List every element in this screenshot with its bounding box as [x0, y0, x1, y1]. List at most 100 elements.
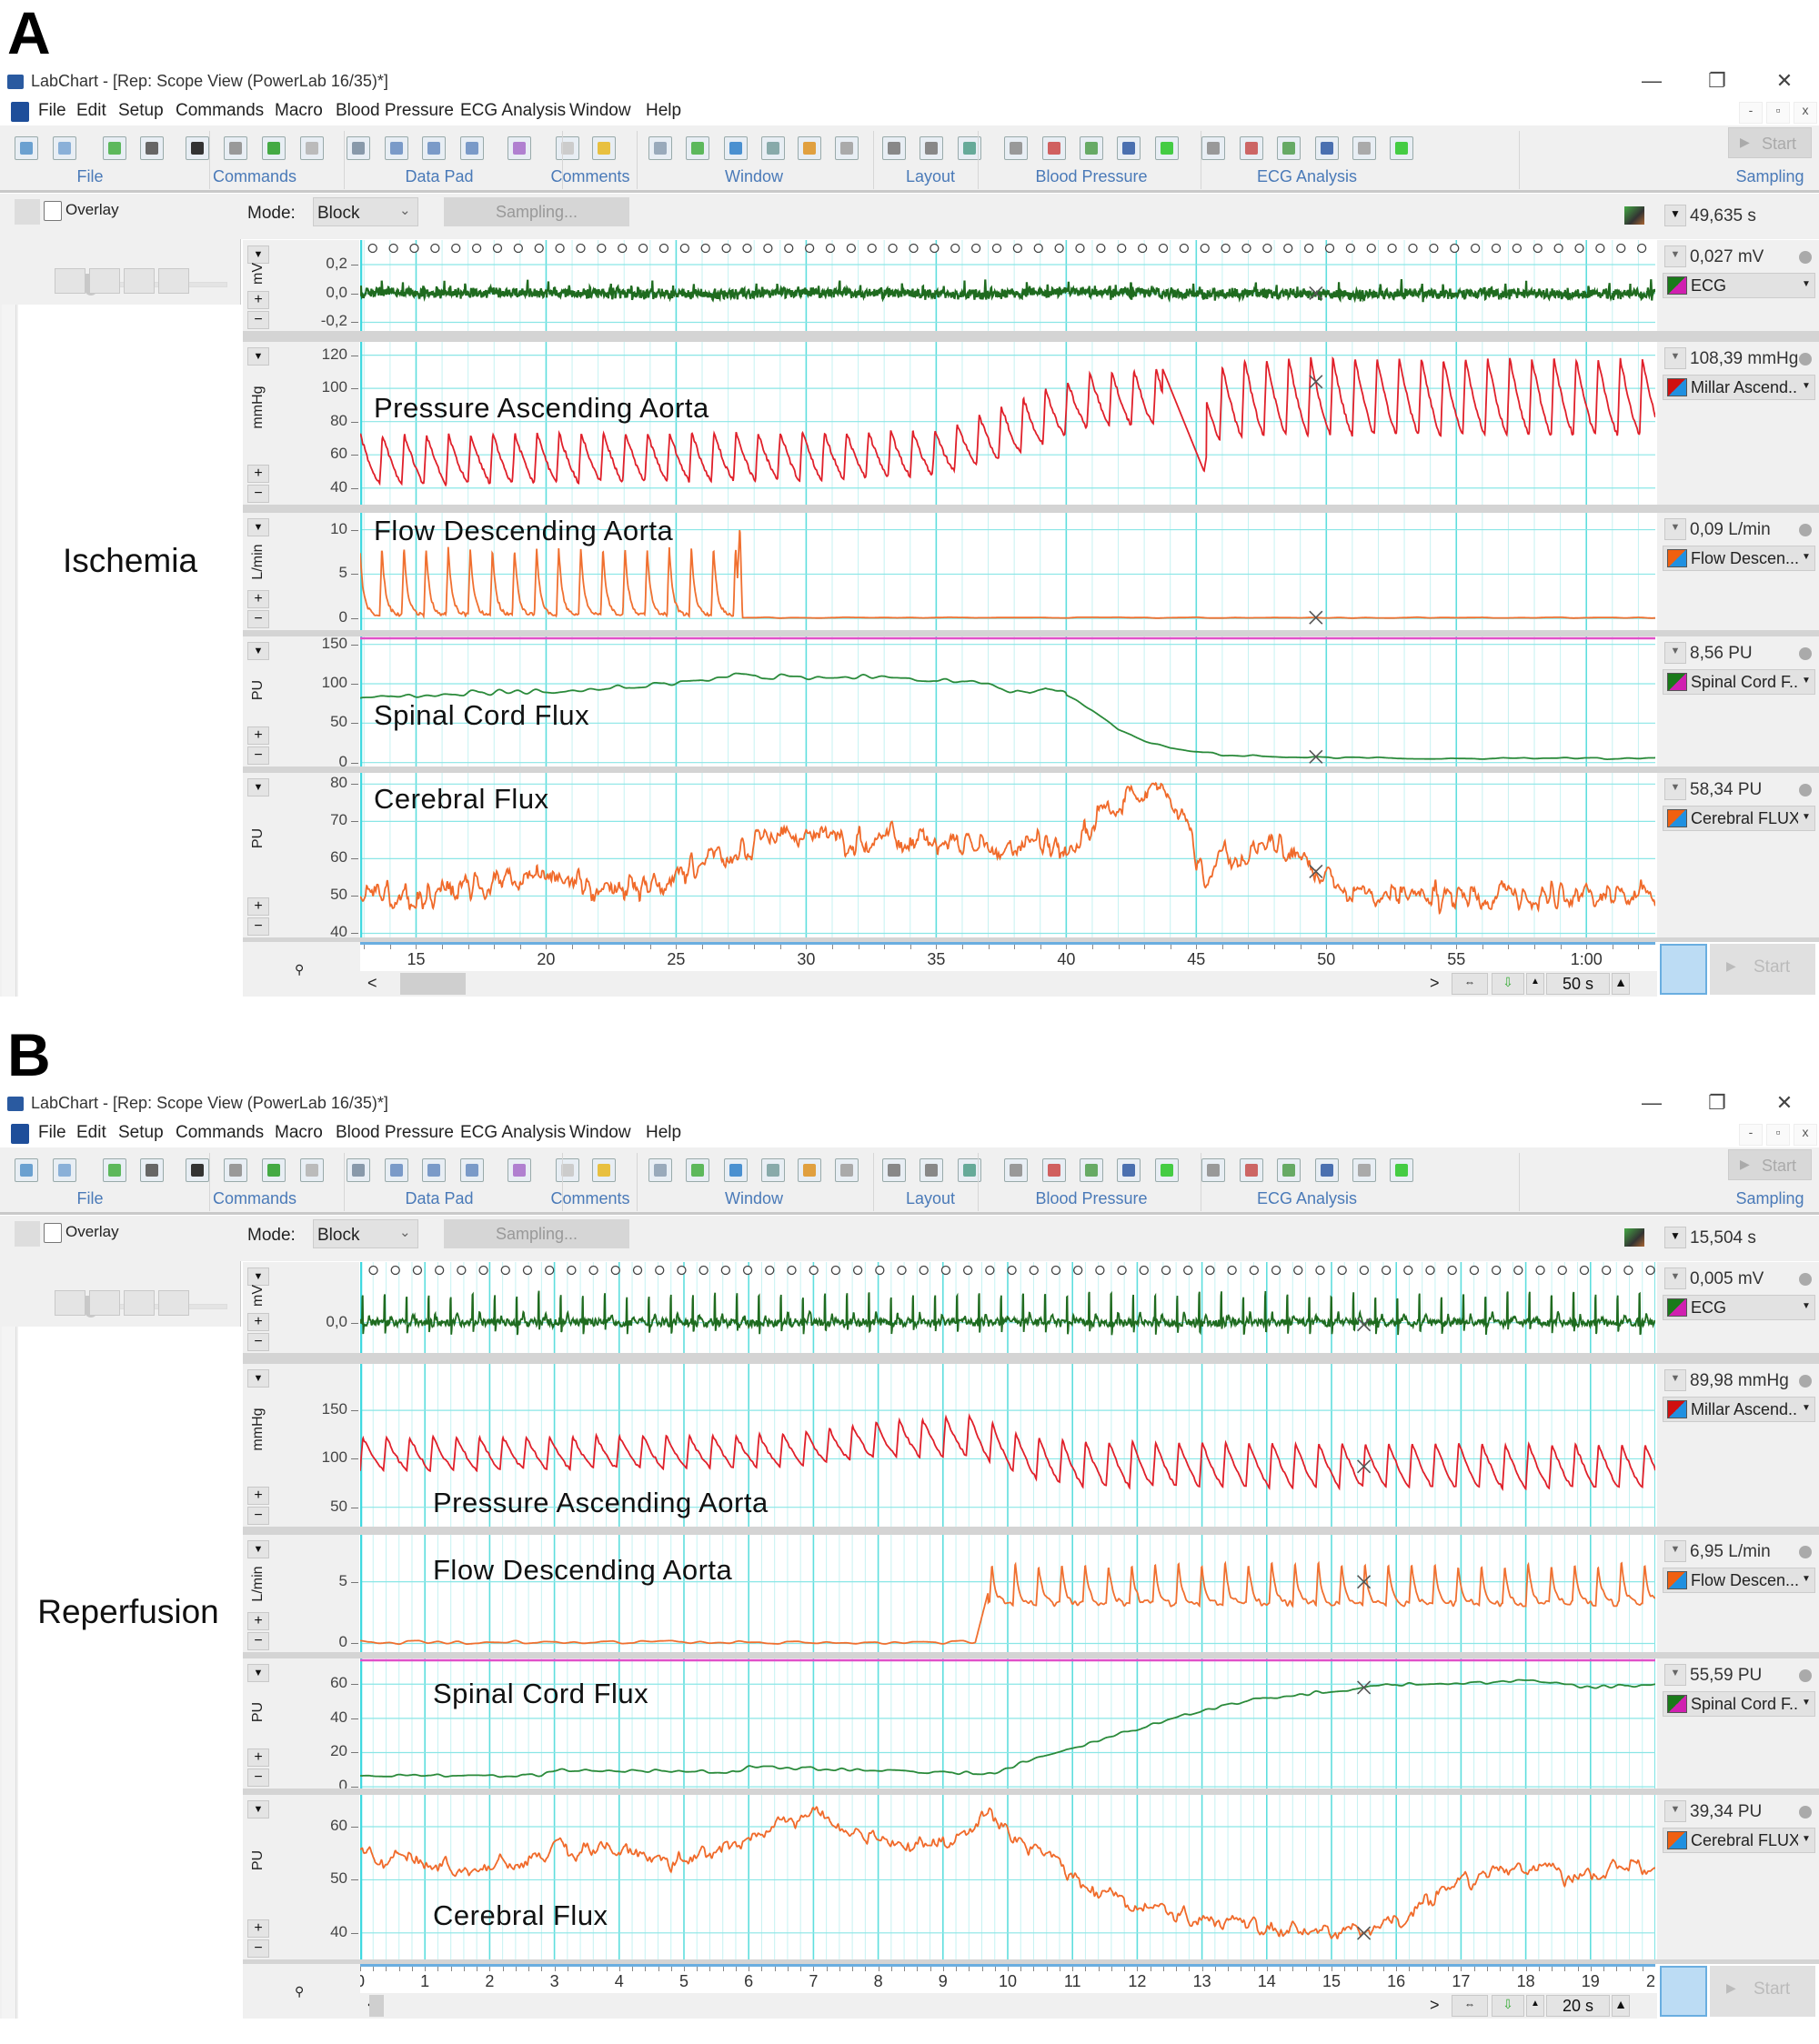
scale-plus-button[interactable]: + [247, 1919, 269, 1938]
toolbar-icon-17[interactable] [686, 1158, 709, 1182]
channel-menu-button[interactable]: ▼ [247, 1800, 269, 1819]
value-readout-menu-button[interactable]: ▼ [1664, 245, 1686, 267]
channel-divider[interactable] [243, 1788, 1819, 1795]
toolbar-icon-30[interactable] [1201, 136, 1225, 160]
toolbar-icon-24[interactable] [958, 1158, 981, 1182]
menu-macro[interactable]: Macro [275, 1123, 323, 1142]
toolbar-icon-34[interactable] [1352, 136, 1376, 160]
scale-minus-button[interactable]: − [247, 746, 269, 765]
scroll-right-button[interactable]: > [1430, 974, 1440, 992]
plot-cerebral-flux[interactable] [360, 773, 1655, 937]
menu-help[interactable]: Help [646, 1123, 682, 1142]
toolbar-icon-15[interactable] [592, 136, 616, 160]
toolbar-icon-22[interactable] [882, 1158, 906, 1182]
start-sampling-button[interactable]: ▶ Start [1728, 127, 1812, 158]
plot-cerebral-flux[interactable] [360, 1795, 1655, 1959]
toolbar-icon-15[interactable] [592, 1158, 616, 1182]
menu-ecg-analysis[interactable]: ECG Analysis [460, 101, 567, 120]
start-button[interactable]: ▶ Start [1710, 944, 1815, 995]
toolbar-icon-4[interactable] [140, 136, 164, 160]
scope-mode-button[interactable] [1660, 1966, 1707, 2017]
menu-blood-pressure[interactable]: Blood Pressure [336, 1123, 454, 1142]
sampling-button[interactable]: Sampling... [444, 197, 629, 226]
toolbar-icon-33[interactable] [1315, 136, 1339, 160]
waveform-icon[interactable] [55, 1290, 85, 1316]
plot-ecg[interactable] [360, 240, 1655, 331]
toolbar-icon-27[interactable] [1080, 136, 1103, 160]
mode-select[interactable]: Block ⌄ [313, 1219, 418, 1248]
plot-flow-descen[interactable] [360, 513, 1655, 630]
toolbar-icon-5[interactable] [186, 136, 209, 160]
channel-name-select[interactable]: Millar Ascend... ▼ [1663, 375, 1815, 400]
minimize-button[interactable]: — [1642, 69, 1662, 92]
toolbar-icon-26[interactable] [1042, 1158, 1066, 1182]
channel-divider[interactable] [243, 1527, 1819, 1535]
autoscale-icon[interactable]: ⇩ [1492, 973, 1524, 995]
toolbar-icon-5[interactable] [186, 1158, 209, 1182]
channel-menu-button[interactable]: ▼ [247, 1664, 269, 1682]
menu-edit[interactable]: Edit [76, 1123, 106, 1142]
toolbar-icon-10[interactable] [385, 136, 408, 160]
menu-macro[interactable]: Macro [275, 101, 323, 120]
menu-blood-pressure[interactable]: Blood Pressure [336, 101, 454, 120]
toolbar-icon-18[interactable] [724, 136, 748, 160]
scale-minus-button[interactable]: − [247, 485, 269, 503]
toolbar-icon-31[interactable] [1240, 1158, 1263, 1182]
toolbar-icon-23[interactable] [920, 1158, 943, 1182]
mdi-close-button[interactable]: x [1794, 1124, 1817, 1146]
info-icon[interactable] [1799, 1806, 1812, 1819]
channel-menu-button[interactable]: ▼ [247, 1369, 269, 1388]
channel-name-select[interactable]: Flow Descen... ▼ [1663, 1568, 1815, 1593]
overlay-checkbox[interactable] [44, 201, 62, 221]
channel-menu-button[interactable]: ▼ [247, 642, 269, 660]
scale-plus-button[interactable]: + [247, 1313, 269, 1331]
close-button[interactable]: ✕ [1775, 1091, 1794, 1114]
channel-menu-button[interactable]: ▼ [247, 347, 269, 366]
mode-select[interactable]: Block ⌄ [313, 197, 418, 226]
value-readout-menu-button[interactable]: ▼ [1664, 1369, 1686, 1391]
scale-minus-button[interactable]: − [247, 917, 269, 936]
record-icon[interactable] [124, 1290, 155, 1316]
channel-name-select[interactable]: Millar Ascend... ▼ [1663, 1397, 1815, 1422]
toolbar-icon-10[interactable] [385, 1158, 408, 1182]
menu-file[interactable]: File [38, 101, 66, 120]
time-readout-dropdown[interactable]: ▼ [1664, 205, 1686, 226]
time-scale-value[interactable]: 20 s [1546, 1995, 1610, 2017]
scale-minus-button[interactable]: − [247, 1333, 269, 1351]
menu-window[interactable]: Window [569, 1123, 631, 1142]
scale-minus-button[interactable]: − [247, 1939, 269, 1958]
channel-menu-button[interactable]: ▼ [247, 1540, 269, 1558]
plot-millar-ascend[interactable] [360, 342, 1655, 505]
time-scale-value[interactable]: 50 s [1546, 973, 1610, 995]
mdi-minimize-button[interactable]: - [1739, 1124, 1763, 1146]
toolbar-icon-35[interactable] [1390, 136, 1413, 160]
info-icon[interactable] [1799, 251, 1812, 264]
lock-icon[interactable] [89, 1290, 120, 1316]
scroll-thumb[interactable] [369, 1995, 384, 2017]
overlay-tool-icon[interactable] [15, 199, 40, 225]
mdi-restore-button[interactable]: ▫ [1766, 1124, 1790, 1146]
menu-edit[interactable]: Edit [76, 101, 106, 120]
scale-plus-button[interactable]: + [247, 726, 269, 745]
lock-icon[interactable] [89, 268, 120, 294]
scroll-right-button[interactable]: > [1430, 1996, 1440, 2014]
toolbar-icon-11[interactable] [422, 1158, 446, 1182]
toolbar-icon-29[interactable] [1155, 1158, 1179, 1182]
toolbar-icon-32[interactable] [1277, 136, 1301, 160]
toolbar-icon-26[interactable] [1042, 136, 1066, 160]
toolbar-icon-20[interactable] [798, 136, 821, 160]
toolbar-icon-21[interactable] [835, 1158, 859, 1182]
scale-minus-button[interactable]: − [247, 610, 269, 628]
channel-menu-button[interactable]: ▼ [247, 518, 269, 536]
scale-plus-button[interactable]: + [247, 1748, 269, 1767]
scale-minus-button[interactable]: − [247, 1768, 269, 1787]
menu-file[interactable]: File [38, 1123, 66, 1142]
scroll-left-button[interactable]: < [367, 974, 377, 992]
toolbar-icon-6[interactable] [224, 136, 247, 160]
menu-commands[interactable]: Commands [176, 1123, 265, 1142]
toolbar-icon-27[interactable] [1080, 1158, 1103, 1182]
toolbar-icon-22[interactable] [882, 136, 906, 160]
menu-setup[interactable]: Setup [118, 101, 164, 120]
channel-name-select[interactable]: ECG ▼ [1663, 1295, 1815, 1320]
value-readout-menu-button[interactable]: ▼ [1664, 1800, 1686, 1822]
